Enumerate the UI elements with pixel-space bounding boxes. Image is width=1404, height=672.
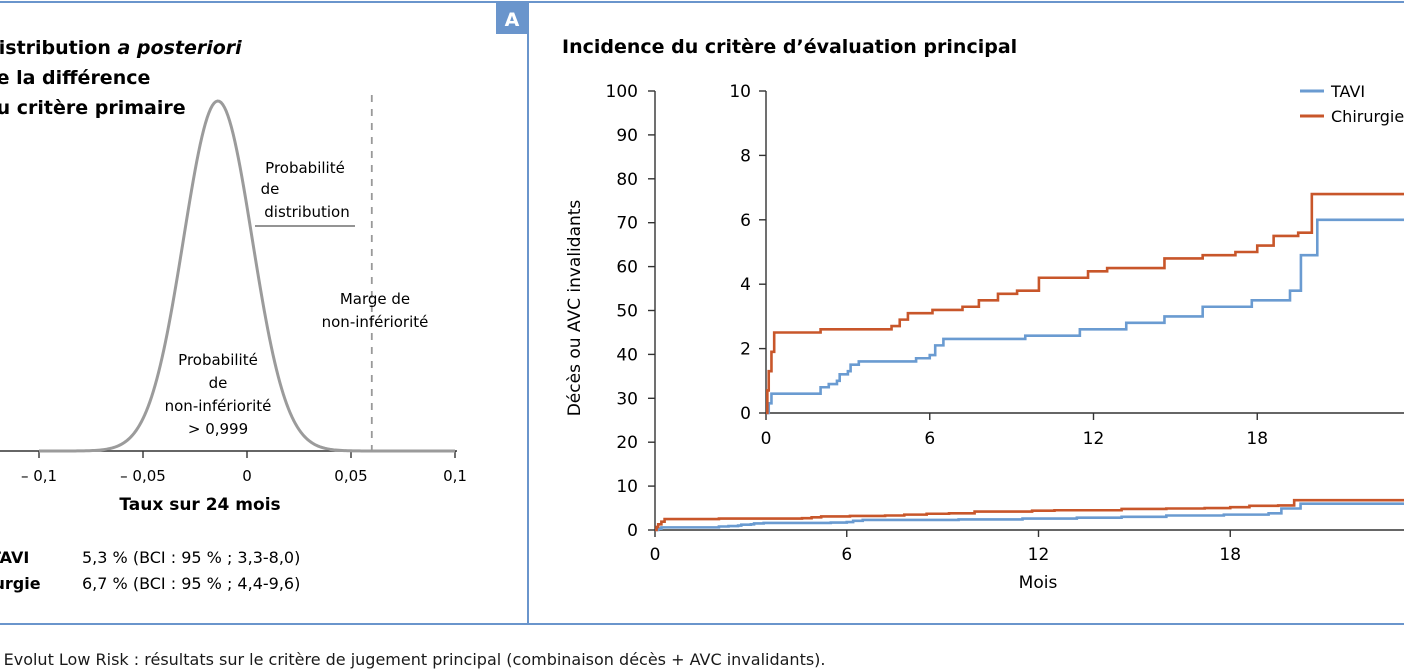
- label-prob-distribution-1: Probabilité: [265, 159, 345, 177]
- label-margin-1: Marge de: [340, 290, 410, 308]
- label-prob-distribution-3: distribution: [264, 203, 349, 221]
- km-title: Incidence du critère d’évaluation princi…: [562, 36, 1017, 58]
- legend-chirurgie-label: Chirurgie: [1331, 107, 1404, 126]
- left-title-line1: Distribution a posteriori: [0, 37, 242, 59]
- km-y-tick-label: 40: [616, 345, 638, 365]
- km-series-chirurgie: [655, 498, 1404, 532]
- dist-x-tick-label: 0,05: [334, 467, 367, 485]
- km-y-tick-label: 80: [616, 170, 638, 190]
- inset-x-tick-label: 6: [924, 429, 935, 449]
- result-chirurgie-value: 6,7 % (BCI : 95 % ; 4,4-9,6): [82, 574, 300, 593]
- label-prob-distribution-2: de: [261, 180, 280, 198]
- inset-series-chirurgie: [766, 192, 1404, 415]
- label-prob-noninf-4: > 0,999: [188, 420, 248, 438]
- legend-tavi-label: TAVI: [1330, 82, 1365, 101]
- km-x-tick-label: 6: [841, 545, 852, 565]
- dist-x-tick-label: 0: [242, 467, 252, 485]
- km-x-tick-label: 18: [1219, 545, 1241, 565]
- inset-x-tick-label: 18: [1246, 429, 1268, 449]
- posterior-distribution-curve: [39, 99, 455, 453]
- inset-y-tick-label: 10: [729, 82, 751, 102]
- km-y-tick-label: 60: [616, 258, 638, 278]
- inset-y-tick-label: 2: [740, 340, 751, 360]
- km-xlabel: Mois: [1019, 573, 1058, 593]
- panel-badge: [496, 2, 528, 34]
- left-title-line2: de la différence: [0, 67, 150, 89]
- dist-x-tick-label: – 0,05: [120, 467, 166, 485]
- km-y-tick-label: 30: [616, 389, 638, 409]
- label-prob-noninf-1: Probabilité: [178, 351, 258, 369]
- label-prob-noninf-2: de: [209, 374, 228, 392]
- left-title-line3: du critère primaire: [0, 97, 186, 119]
- result-chirurgie-group: Chirurgie: [0, 574, 41, 593]
- km-y-tick-label: 0: [627, 521, 638, 541]
- dist-x-tick-label: 0,1: [443, 467, 467, 485]
- km-ylabel: Décès ou AVC invalidants: [565, 200, 585, 417]
- km-y-tick-label: 50: [616, 302, 638, 322]
- km-series-tavi: [655, 502, 1404, 532]
- inset-x-tick-label: 0: [761, 429, 772, 449]
- km-y-tick-label: 100: [606, 82, 638, 102]
- km-x-tick-label: 0: [650, 545, 661, 565]
- inset-x-tick-label: 12: [1083, 429, 1105, 449]
- inset-y-tick-label: 6: [740, 211, 751, 231]
- inset-y-tick-label: 8: [740, 146, 751, 166]
- result-tavi-group: TAVI: [0, 548, 29, 567]
- result-tavi-value: 5,3 % (BCI : 95 % ; 3,3-8,0): [82, 548, 300, 567]
- label-prob-noninf-3: non-infériorité: [165, 397, 272, 415]
- label-margin-2: non-infériorité: [322, 313, 429, 331]
- panel-badge-label: A: [505, 9, 520, 31]
- km-y-tick-label: 20: [616, 433, 638, 453]
- km-y-tick-label: 90: [616, 126, 638, 146]
- distribution-chart: – 0,1 – 0,05 0 0,05 0,1: [0, 95, 467, 485]
- inset-y-tick-label: 4: [740, 275, 751, 295]
- km-x-tick-label: 12: [1028, 545, 1050, 565]
- km-y-tick-label: 10: [616, 477, 638, 497]
- inset-y-tick-label: 0: [740, 404, 751, 424]
- figure-caption: Étude Evolut Low Risk : résultats sur le…: [0, 650, 826, 669]
- inset-series-tavi: [766, 218, 1404, 415]
- dist-xlabel: Taux sur 24 mois: [119, 495, 280, 515]
- km-y-tick-label: 70: [616, 214, 638, 234]
- dist-x-tick-label: – 0,1: [21, 467, 57, 485]
